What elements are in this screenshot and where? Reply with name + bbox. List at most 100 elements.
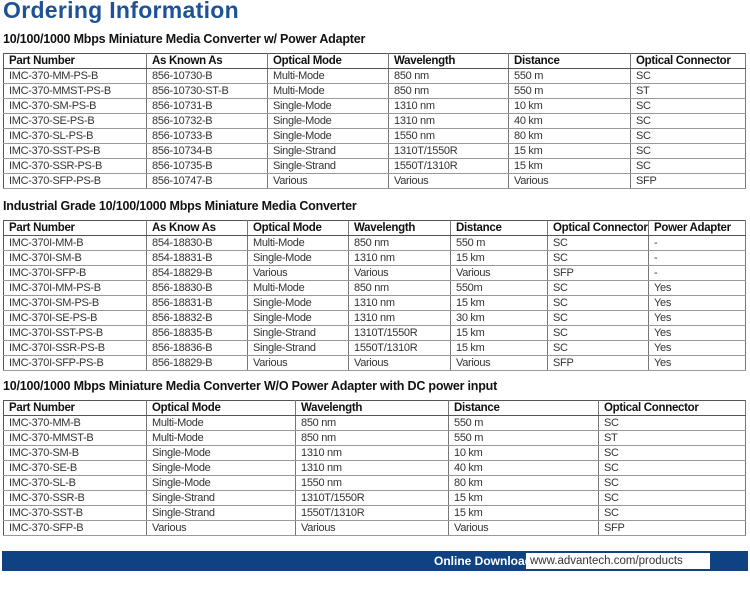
table-row: IMC-370-SE-PS-B 856-10732-B Single-Mode 131… bbox=[3, 113, 746, 129]
table-cell: IMC-370-SM-B bbox=[3, 445, 147, 461]
table-cell: 550 m bbox=[448, 430, 599, 446]
table-row: IMC-370-MMST-PS-B 856-10730-ST-B Multi-Mod… bbox=[3, 83, 746, 99]
table-cell: IMC-370-MMST-B bbox=[3, 430, 147, 446]
table-cell: SFP bbox=[547, 265, 649, 281]
table-cell: Multi-Mode bbox=[247, 235, 349, 251]
table-cell: Various bbox=[348, 265, 451, 281]
table-cell: 1310 nm bbox=[348, 310, 451, 326]
table-cell: 1550 nm bbox=[388, 128, 509, 144]
table-cell: Multi-Mode bbox=[247, 280, 349, 296]
table-cell: IMC-370I-SSR-PS-B bbox=[3, 340, 147, 356]
table-cell: 850 nm bbox=[348, 280, 451, 296]
header-row: Part Number As Known As Optical Mode Wavele… bbox=[3, 53, 746, 69]
column-header: Optical Mode bbox=[267, 53, 389, 69]
table-cell: 80 km bbox=[448, 475, 599, 491]
table-cell: Yes bbox=[648, 280, 746, 296]
table-cell: Yes bbox=[648, 355, 746, 371]
table-row: IMC-370-SM-PS-B 856-10731-B Single-Mode 131… bbox=[3, 98, 746, 114]
table-cell: SC bbox=[630, 143, 746, 159]
table-cell: 550m bbox=[450, 280, 548, 296]
table-row: IMC-370I-SSR-PS-B 856-18836-B Single-Stran… bbox=[3, 340, 746, 356]
table-cell: SC bbox=[547, 295, 649, 311]
table-row: IMC-370-SE-B Single-Mode 1310 nm 40 km SC bbox=[3, 460, 746, 476]
column-header: Distance bbox=[450, 220, 548, 236]
table-cell: IMC-370-SFP-B bbox=[3, 520, 147, 536]
table-cell: 1550T/1310R bbox=[295, 505, 449, 521]
table-cell: Single-Mode bbox=[267, 128, 389, 144]
online-download-label: Online Download bbox=[434, 554, 532, 568]
table-cell: 856-10734-B bbox=[146, 143, 268, 159]
table-cell: IMC-370-SFP-PS-B bbox=[3, 173, 147, 189]
table-cell: 15 km bbox=[450, 340, 548, 356]
table-cell: 850 nm bbox=[388, 83, 509, 99]
table-cell: SC bbox=[598, 445, 746, 461]
table-cell: 1550T/1310R bbox=[388, 158, 509, 174]
table-cell: 1550 nm bbox=[295, 475, 449, 491]
table-cell: Single-Mode bbox=[267, 113, 389, 129]
table-cell: Single-Mode bbox=[146, 475, 296, 491]
table-cell: Single-Mode bbox=[267, 98, 389, 114]
table-cell: Single-Strand bbox=[247, 340, 349, 356]
column-header: Part Number bbox=[3, 400, 147, 416]
table-cell: SFP bbox=[630, 173, 746, 189]
table-row: IMC-370I-SE-PS-B 856-18832-B Single-Mode 13… bbox=[3, 310, 746, 326]
table-cell: 856-10730-B bbox=[146, 68, 268, 84]
table-cell: IMC-370-SE-B bbox=[3, 460, 147, 476]
table-cell: IMC-370-SM-PS-B bbox=[3, 98, 147, 114]
table-cell: Various bbox=[247, 355, 349, 371]
table-cell: IMC-370I-SFP-B bbox=[3, 265, 147, 281]
table-cell: Various bbox=[295, 520, 449, 536]
table-cell: IMC-370I-MM-B bbox=[3, 235, 147, 251]
ordering-table-power-adapter: Part Number As Known As Optical Mode Wavele… bbox=[3, 53, 746, 189]
table-cell: 1310T/1550R bbox=[295, 490, 449, 506]
column-header: Part Number bbox=[3, 53, 147, 69]
table-cell: Various bbox=[450, 355, 548, 371]
download-url-link[interactable]: www.advantech.com/products bbox=[526, 553, 710, 569]
table-cell: SFP bbox=[598, 520, 746, 536]
table-cell: 850 nm bbox=[295, 415, 449, 431]
table-cell: 1310 nm bbox=[295, 460, 449, 476]
table-row: IMC-370-MM-PS-B 856-10730-B Multi-Mode 850 … bbox=[3, 68, 746, 84]
table-cell: Multi-Mode bbox=[146, 430, 296, 446]
table-cell: 1310 nm bbox=[295, 445, 449, 461]
column-header: Power Adapter bbox=[648, 220, 746, 236]
table-cell: IMC-370-SST-B bbox=[3, 505, 147, 521]
table-cell: 1310T/1550R bbox=[348, 325, 451, 341]
table-cell: 15 km bbox=[450, 295, 548, 311]
table-cell: Single-Strand bbox=[247, 325, 349, 341]
table-cell: 850 nm bbox=[388, 68, 509, 84]
table-cell: Single-Strand bbox=[267, 143, 389, 159]
table-cell: SFP bbox=[547, 355, 649, 371]
table-cell: Single-Mode bbox=[247, 310, 349, 326]
table-row: IMC-370-SL-PS-B 856-10733-B Single-Mode 155… bbox=[3, 128, 746, 144]
table-cell: Yes bbox=[648, 295, 746, 311]
table-cell: ST bbox=[630, 83, 746, 99]
table-cell: 854-18831-B bbox=[146, 250, 248, 266]
header-row: Part Number Optical Mode Wavelength Distanc… bbox=[3, 400, 746, 416]
table-cell: IMC-370-SSR-PS-B bbox=[3, 158, 147, 174]
table-cell: SC bbox=[547, 310, 649, 326]
table-cell: 856-18829-B bbox=[146, 355, 248, 371]
table-row: IMC-370-SL-B Single-Mode 1550 nm 80 km SC bbox=[3, 475, 746, 491]
table-cell: IMC-370-SST-PS-B bbox=[3, 143, 147, 159]
table-cell: IMC-370-MM-PS-B bbox=[3, 68, 147, 84]
table-cell: Multi-Mode bbox=[146, 415, 296, 431]
table-cell: - bbox=[648, 265, 746, 281]
table-row: IMC-370I-SFP-B 854-18829-B Various Various V… bbox=[3, 265, 746, 281]
table-cell: Multi-Mode bbox=[267, 68, 389, 84]
table-row: IMC-370-SFP-PS-B 856-10747-B Various Variou… bbox=[3, 173, 746, 189]
table-row: IMC-370I-MM-PS-B 856-18830-B Multi-Mode 850… bbox=[3, 280, 746, 296]
section-heading: 10/100/1000 Mbps Miniature Media Convert… bbox=[3, 379, 498, 393]
table-cell: 15 km bbox=[448, 490, 599, 506]
ordering-table-dc-input: Part Number Optical Mode Wavelength Distanc… bbox=[3, 400, 746, 536]
table-cell: 30 km bbox=[450, 310, 548, 326]
table-cell: IMC-370I-SE-PS-B bbox=[3, 310, 147, 326]
table-row: IMC-370I-SFP-PS-B 856-18829-B Various Vario… bbox=[3, 355, 746, 371]
table-row: IMC-370-SST-PS-B 856-10734-B Single-Strand… bbox=[3, 143, 746, 159]
table-row: IMC-370-SM-B Single-Mode 1310 nm 10 km SC bbox=[3, 445, 746, 461]
table-cell: IMC-370I-SM-B bbox=[3, 250, 147, 266]
table-cell: IMC-370I-SM-PS-B bbox=[3, 295, 147, 311]
column-header: As Known As bbox=[146, 53, 268, 69]
column-header: Optical Connector bbox=[630, 53, 746, 69]
table-cell: IMC-370-SE-PS-B bbox=[3, 113, 147, 129]
